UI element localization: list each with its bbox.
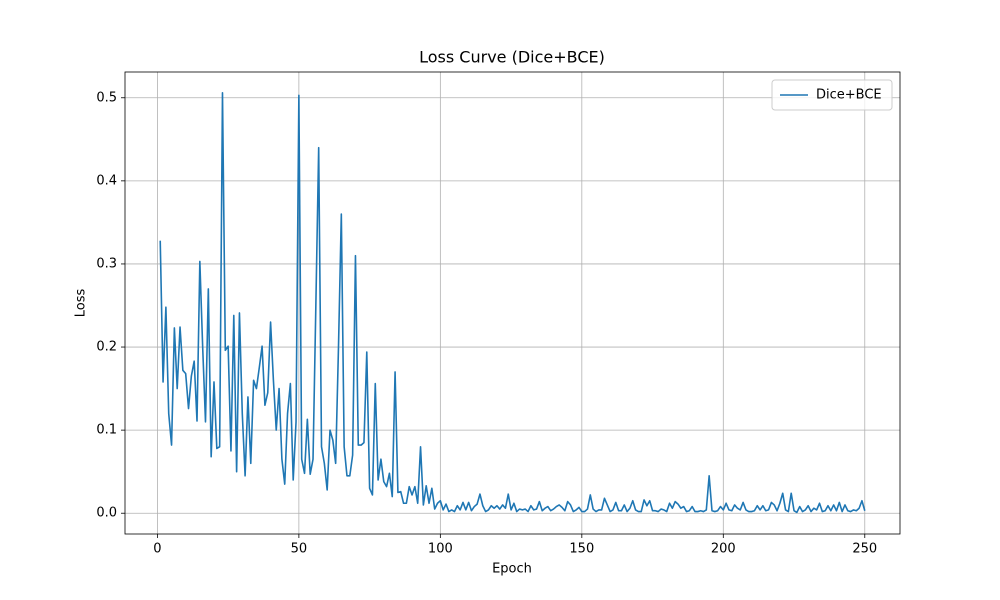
x-axis-label: Epoch bbox=[492, 562, 532, 577]
data-line bbox=[159, 91, 866, 514]
y-tick-label: 0.5 bbox=[96, 90, 117, 105]
x-tick-label: 250 bbox=[852, 542, 877, 557]
x-tick-label: 200 bbox=[711, 542, 736, 557]
y-tick-label: 0.3 bbox=[96, 256, 117, 271]
x-tick-label: 150 bbox=[569, 542, 594, 557]
chart-title: Loss Curve (Dice+BCE) bbox=[419, 48, 605, 67]
x-tick-label: 0 bbox=[153, 542, 161, 557]
x-tick-label: 100 bbox=[428, 542, 453, 557]
x-tick-label: 50 bbox=[291, 542, 308, 557]
y-axis-label: Loss bbox=[74, 289, 89, 318]
y-tick-label: 0.4 bbox=[96, 173, 117, 188]
legend-box bbox=[771, 79, 893, 111]
y-tick-label: 0.0 bbox=[96, 506, 117, 521]
axes-frame bbox=[124, 71, 901, 535]
y-tick-label: 0.1 bbox=[96, 423, 117, 438]
legend-label: Dice+BCE bbox=[816, 88, 882, 103]
y-tick-label: 0.2 bbox=[96, 340, 117, 355]
